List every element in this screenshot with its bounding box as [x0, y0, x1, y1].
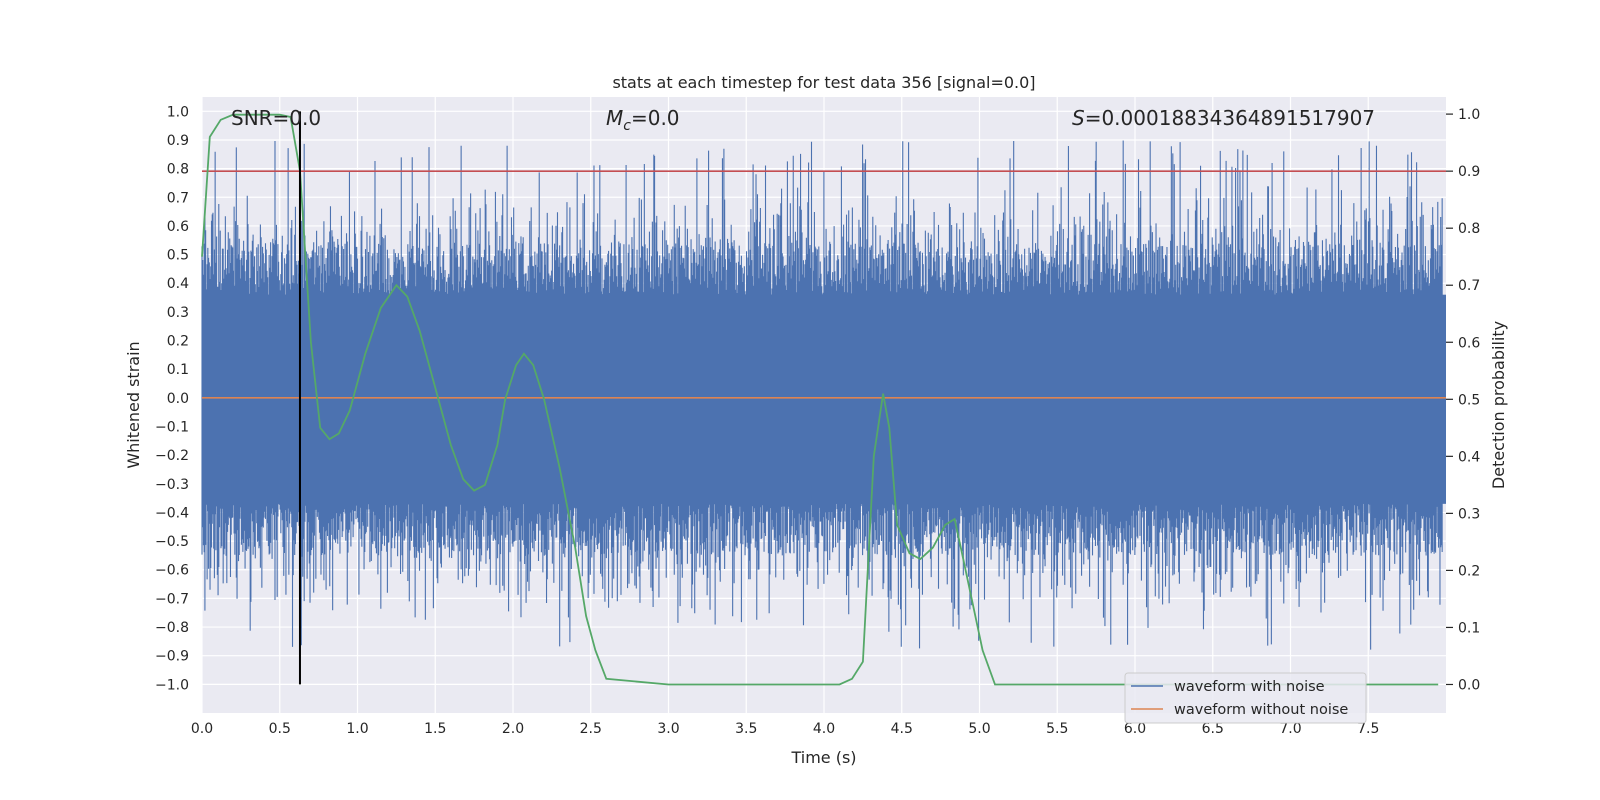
legend: waveform with noise waveform without noi…	[1124, 672, 1367, 724]
y-axis-label-right: Detection probability	[1489, 321, 1508, 489]
x-tick-label-4: 2.0	[502, 721, 524, 737]
y-left-tick-label-3: 0.7	[167, 190, 189, 206]
y-left-tick-label-17: −0.7	[155, 591, 189, 607]
chirp-mass-annotation: Mc=0.0	[606, 106, 680, 134]
y-left-tick-label-12: −0.2	[155, 448, 189, 464]
x-tick-label-10: 5.0	[968, 721, 990, 737]
y-right-tick-label-6: 0.4	[1458, 449, 1480, 465]
chart-title: stats at each timestep for test data 356…	[612, 73, 1035, 92]
x-tick-label-8: 4.0	[813, 721, 835, 737]
y-right-tick-label-10: 0.0	[1458, 677, 1480, 693]
y-left-tick-label-13: −0.3	[155, 477, 189, 493]
y-left-tick-label-11: −0.1	[155, 419, 189, 435]
y-left-tick-label-1: 0.9	[167, 133, 189, 149]
y-left-tick-label-2: 0.8	[167, 162, 189, 178]
y-right-tick-label-0: 1.0	[1458, 107, 1480, 123]
noise-waveform-core	[202, 294, 1446, 504]
y-left-tick-label-7: 0.3	[167, 305, 189, 321]
y-left-tick-label-19: −0.9	[155, 649, 189, 665]
y-left-tick-label-4: 0.6	[167, 219, 189, 235]
legend-label-clean: waveform without noise	[1174, 702, 1348, 718]
x-tick-label-14: 7.0	[1279, 721, 1301, 737]
y-left-tick-label-5: 0.5	[167, 248, 189, 264]
legend-box	[1124, 672, 1367, 724]
y-left-tick-label-8: 0.2	[167, 334, 189, 350]
y-right-tick-label-9: 0.1	[1458, 620, 1480, 636]
chirp-mass-subscript: c	[623, 118, 631, 134]
ticks: 0.0 0.5 1.0 1.5 2.0 2.5 3.0 3.5 4.0 4.5 5.0 5.5 6.0 6…	[155, 104, 1480, 737]
probability-curve-path	[201, 113, 1439, 686]
y-left-tick-label-14: −0.4	[155, 505, 189, 521]
x-tick-label-9: 4.5	[891, 721, 913, 737]
y-left-tick-label-10: 0.0	[167, 391, 189, 407]
y-right-tick-label-4: 0.6	[1458, 335, 1480, 351]
x-tick-label-15: 7.5	[1357, 721, 1379, 737]
legend-label-noise: waveform with noise	[1174, 679, 1325, 695]
x-axis-label: Time (s)	[790, 748, 856, 767]
chirp-mass-symbol: M	[606, 106, 623, 130]
probability-curve	[201, 113, 1439, 686]
x-tick-label-7: 3.5	[735, 721, 757, 737]
s-value: =0.00018834364891517907	[1085, 106, 1375, 130]
y-left-tick-label-18: −0.8	[155, 620, 189, 636]
y-right-tick-label-5: 0.5	[1458, 392, 1480, 408]
x-tick-label-11: 5.5	[1046, 721, 1068, 737]
x-tick-label-12: 6.0	[1124, 721, 1146, 737]
x-tick-label-0: 0.0	[191, 721, 213, 737]
s-symbol: S	[1072, 106, 1085, 130]
x-tick-label-6: 3.0	[657, 721, 679, 737]
y-left-tick-label-20: −1.0	[155, 677, 189, 693]
y-left-tick-label-15: −0.5	[155, 534, 189, 550]
y-left-tick-label-6: 0.4	[167, 276, 189, 292]
y-right-tick-label-2: 0.8	[1458, 221, 1480, 237]
y-right-tick-label-1: 0.9	[1458, 164, 1480, 180]
y-left-tick-label-9: 0.1	[167, 362, 189, 378]
y-right-tick-label-8: 0.2	[1458, 563, 1480, 579]
y-left-tick-label-0: 1.0	[167, 104, 189, 120]
noise-waveform	[201, 140, 1446, 650]
snr-annotation: SNR=0.0	[231, 106, 321, 130]
y-right-tick-label-3: 0.7	[1458, 278, 1480, 294]
chirp-mass-value: =0.0	[631, 106, 680, 130]
y-left-tick-label-16: −0.6	[155, 563, 189, 579]
x-tick-label-3: 1.5	[424, 721, 446, 737]
x-tick-label-13: 6.5	[1202, 721, 1224, 737]
x-tick-label-1: 0.5	[269, 721, 291, 737]
y-axis-label-left: Whitened strain	[124, 341, 143, 468]
y-right-tick-label-7: 0.3	[1458, 506, 1480, 522]
x-tick-label-5: 2.5	[580, 721, 602, 737]
x-tick-label-2: 1.0	[346, 721, 368, 737]
s-annotation: S=0.00018834364891517907	[1072, 106, 1375, 130]
